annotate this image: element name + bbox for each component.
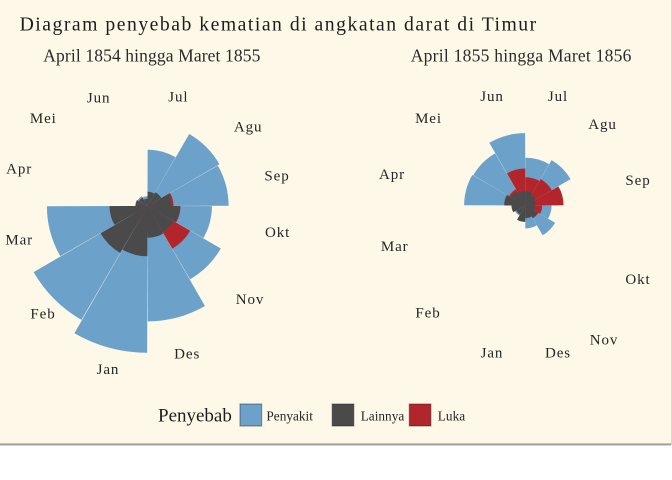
svg-text:Diagram penyebab kematian di a: Diagram penyebab kematian di angkatan da… (20, 13, 538, 35)
svg-text:April 1854 hingga Maret 1855: April 1854 hingga Maret 1855 (43, 46, 260, 66)
svg-text:Apr: Apr (6, 162, 32, 178)
svg-text:Mei: Mei (415, 111, 442, 127)
svg-text:Jun: Jun (87, 91, 111, 107)
svg-text:Feb: Feb (30, 306, 55, 322)
svg-text:Penyakit: Penyakit (266, 408, 313, 423)
svg-text:Jan: Jan (481, 346, 504, 362)
svg-text:Okt: Okt (265, 225, 290, 241)
svg-text:Okt: Okt (625, 272, 650, 288)
svg-text:Penyebab: Penyebab (158, 405, 232, 426)
svg-text:Des: Des (174, 347, 200, 363)
svg-text:Mar: Mar (381, 239, 409, 255)
svg-text:Sep: Sep (264, 169, 289, 185)
svg-text:Feb: Feb (415, 306, 440, 322)
svg-text:Des: Des (545, 346, 571, 362)
svg-text:Lainnya: Lainnya (361, 408, 405, 423)
svg-text:Jan: Jan (97, 362, 120, 378)
svg-text:Agu: Agu (588, 117, 617, 133)
svg-text:April 1855 hingga Maret 1856: April 1855 hingga Maret 1856 (411, 46, 632, 66)
svg-text:Jul: Jul (548, 89, 568, 105)
svg-text:Luka: Luka (438, 408, 465, 423)
svg-text:Jul: Jul (168, 90, 188, 106)
svg-text:Nov: Nov (236, 292, 265, 308)
svg-text:Mar: Mar (5, 233, 33, 249)
svg-text:Jun: Jun (480, 89, 504, 105)
svg-text:Agu: Agu (234, 119, 263, 135)
svg-text:Nov: Nov (590, 333, 619, 349)
svg-text:Apr: Apr (379, 167, 405, 183)
svg-text:Sep: Sep (625, 173, 650, 189)
svg-text:Mei: Mei (30, 111, 57, 127)
